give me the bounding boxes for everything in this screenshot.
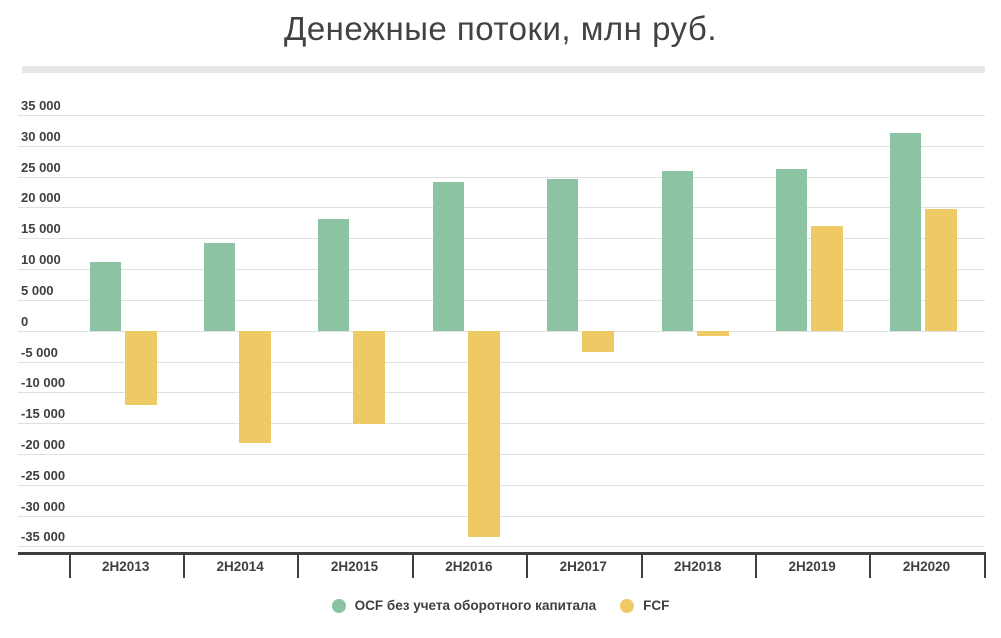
y-axis-label-35000: 35 000 bbox=[21, 97, 61, 113]
gridline-35000 bbox=[18, 114, 985, 116]
x-axis-label-2H2016: 2H2016 bbox=[445, 559, 493, 574]
legend-item-ocf: OCF без учета оборотного капитала bbox=[331, 598, 597, 613]
y-axis-label--10000: -10 000 bbox=[21, 375, 66, 391]
bar-fcf-2H2014 bbox=[238, 330, 271, 444]
x-axis-tick bbox=[297, 552, 300, 578]
y-axis-label--5000: -5 000 bbox=[21, 344, 58, 360]
x-axis-tick bbox=[182, 552, 185, 578]
chart-legend: OCF без учета оборотного капитала FCF bbox=[0, 598, 1001, 613]
x-axis-label-2H2017: 2H2017 bbox=[559, 559, 607, 574]
y-axis-label-25000: 25 000 bbox=[21, 159, 61, 175]
gridline-30000 bbox=[18, 145, 985, 147]
x-axis-tick bbox=[869, 552, 872, 578]
bar-fcf-2H2016 bbox=[467, 330, 500, 537]
gridline-15000 bbox=[18, 238, 985, 240]
gridline--20000 bbox=[18, 453, 985, 455]
legend-label: FCF bbox=[643, 598, 670, 613]
bar-ocf-2H2015 bbox=[318, 219, 350, 331]
bar-fcf-2H2017 bbox=[582, 330, 615, 353]
gridline--30000 bbox=[18, 515, 985, 517]
y-axis-label-30000: 30 000 bbox=[21, 128, 61, 144]
y-axis-label-20000: 20 000 bbox=[21, 190, 61, 206]
legend-swatch-icon bbox=[331, 598, 346, 613]
y-axis-label-10000: 10 000 bbox=[21, 252, 61, 268]
bar-fcf-2H2020 bbox=[925, 209, 958, 331]
bar-ocf-2H2013 bbox=[89, 261, 121, 331]
gridline-5000 bbox=[18, 299, 985, 301]
gridline-0 bbox=[18, 330, 985, 332]
chart-title: Денежные потоки, млн руб. bbox=[283, 10, 717, 47]
bar-fcf-2H2013 bbox=[124, 330, 157, 405]
gridline--5000 bbox=[18, 361, 985, 363]
gridline--10000 bbox=[18, 392, 985, 394]
x-axis-tick bbox=[983, 552, 986, 578]
x-axis-line bbox=[18, 552, 985, 555]
x-axis-tick bbox=[411, 552, 414, 578]
bar-fcf-2H2019 bbox=[810, 225, 843, 331]
y-axis-label-5000: 5 000 bbox=[21, 282, 54, 298]
x-axis-label-2H2014: 2H2014 bbox=[216, 559, 264, 574]
y-axis-label-0: 0 bbox=[21, 313, 29, 329]
x-axis-label-2H2020: 2H2020 bbox=[902, 559, 951, 574]
y-axis-label-15000: 15 000 bbox=[21, 221, 61, 237]
title-underline-band bbox=[22, 66, 985, 73]
bar-ocf-2H2016 bbox=[432, 181, 464, 331]
bar-ocf-2H2019 bbox=[775, 168, 807, 331]
bar-fcf-2H2015 bbox=[353, 330, 386, 425]
y-axis-label--15000: -15 000 bbox=[21, 406, 66, 422]
bar-ocf-2H2020 bbox=[890, 132, 922, 331]
legend-label: OCF без учета оборотного капитала bbox=[354, 598, 597, 613]
x-axis-label-2H2013: 2H2013 bbox=[102, 559, 150, 574]
bar-ocf-2H2017 bbox=[547, 179, 579, 331]
gridline-25000 bbox=[18, 176, 985, 178]
x-axis-label-2H2015: 2H2015 bbox=[330, 559, 379, 574]
bar-ocf-2H2018 bbox=[661, 171, 693, 331]
x-axis-tick bbox=[526, 552, 529, 578]
y-axis-label--20000: -20 000 bbox=[21, 436, 66, 452]
y-axis-label--35000: -35 000 bbox=[21, 529, 66, 545]
x-axis-label-2H2018: 2H2018 bbox=[674, 559, 722, 574]
x-axis-tick bbox=[68, 552, 71, 578]
y-axis-label--25000: -25 000 bbox=[21, 467, 66, 483]
bar-fcf-2H2018 bbox=[696, 330, 729, 336]
y-axis-label--30000: -30 000 bbox=[21, 498, 66, 514]
x-axis-tick bbox=[640, 552, 643, 578]
gridline-10000 bbox=[18, 269, 985, 271]
gridline-20000 bbox=[18, 207, 985, 209]
legend-swatch-icon bbox=[620, 598, 635, 613]
legend-item-fcf: FCF bbox=[620, 598, 669, 613]
x-axis-tick bbox=[754, 552, 757, 578]
gridline--25000 bbox=[18, 484, 985, 486]
x-axis-label-2H2019: 2H2019 bbox=[788, 559, 836, 574]
bar-ocf-2H2014 bbox=[203, 243, 235, 331]
gridline--35000 bbox=[18, 546, 985, 548]
gridline--15000 bbox=[18, 423, 985, 425]
